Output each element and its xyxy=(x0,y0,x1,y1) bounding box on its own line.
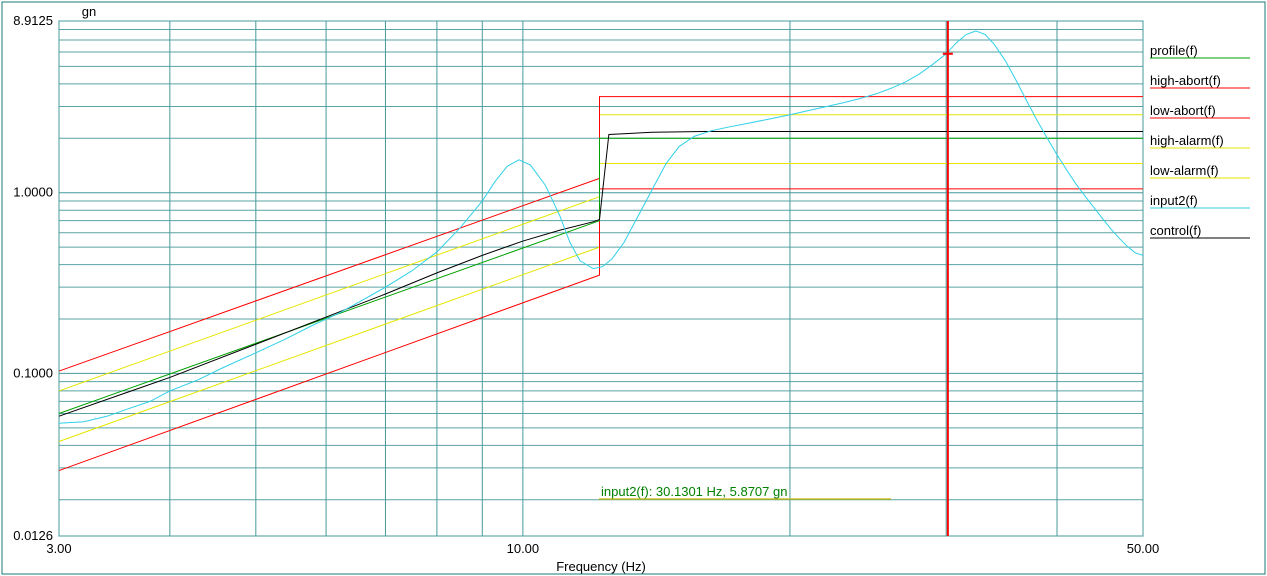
y-tick-label: 1.0000 xyxy=(13,185,53,200)
y-tick-label: 0.0126 xyxy=(13,528,53,543)
y-axis-label: gn xyxy=(82,4,96,19)
chart-svg: 3.00 10.00 50.00 Frequency (Hz) 1.0000 0.0126… xyxy=(0,0,1267,576)
legend-label-high_alarm[interactable]: high-alarm(f) xyxy=(1150,133,1224,148)
cursor-readout: input2(f): 30.1301 Hz, 5.8707 gn xyxy=(601,484,787,499)
x-axis-label: Frequency (Hz) xyxy=(556,559,646,574)
y-tick-label: 8.9125 xyxy=(13,13,53,28)
x-tick-label: 10.00 xyxy=(507,541,540,556)
y-tick-label: 0.1000 xyxy=(13,365,53,380)
legend-label-high_abort[interactable]: high-abort(f) xyxy=(1150,73,1221,88)
legend-label-control[interactable]: control(f) xyxy=(1150,223,1201,238)
chart-container: { "chart": { "type": "line", "width": 12… xyxy=(0,0,1267,576)
legend-label-low_alarm[interactable]: low-alarm(f) xyxy=(1150,163,1219,178)
legend-label-profile[interactable]: profile(f) xyxy=(1150,43,1198,58)
legend-label-input2[interactable]: input2(f) xyxy=(1150,193,1198,208)
x-tick-label: 3.00 xyxy=(46,541,71,556)
x-tick-label: 50.00 xyxy=(1127,541,1160,556)
legend-label-low_abort[interactable]: low-abort(f) xyxy=(1150,103,1216,118)
